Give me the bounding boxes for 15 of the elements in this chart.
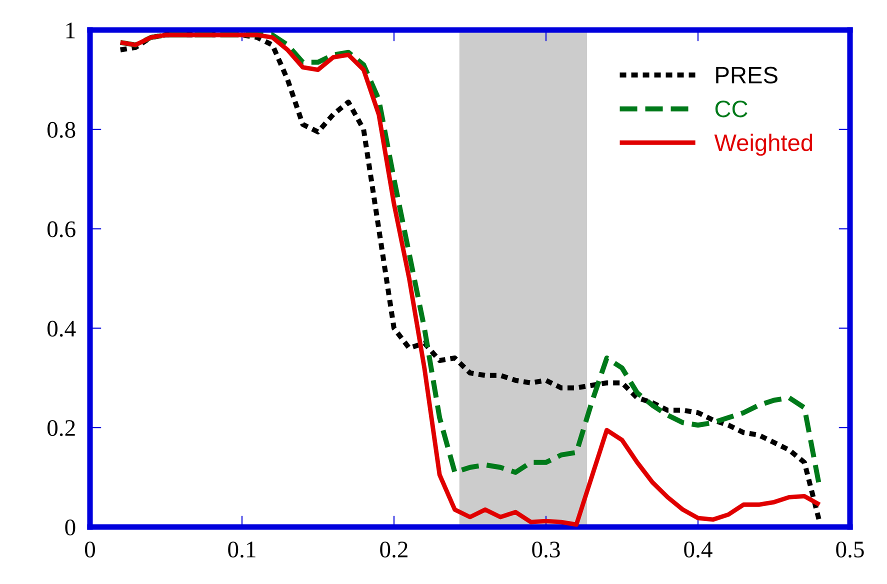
legend-label: CC <box>715 100 748 118</box>
y-tick-label: 0.8 <box>47 122 76 138</box>
x-tick-label: 0.3 <box>532 542 560 558</box>
x-tick-label: 0.1 <box>228 542 256 558</box>
y-tick-label: 0.4 <box>47 320 76 337</box>
y-tick-label: 1 <box>66 22 75 38</box>
x-tick-label: 0.2 <box>380 542 408 558</box>
y-tick-label: 0 <box>65 519 76 536</box>
x-tick-label: 0.5 <box>836 542 864 558</box>
x-tick-label: 0.4 <box>684 542 712 558</box>
legend-label: Weighted <box>714 134 812 156</box>
y-tick-label: 0.6 <box>47 221 76 238</box>
x-tick-label: 0 <box>84 542 96 558</box>
legend-label: PRES <box>716 66 778 84</box>
y-tick-label: 0.2 <box>47 420 75 436</box>
